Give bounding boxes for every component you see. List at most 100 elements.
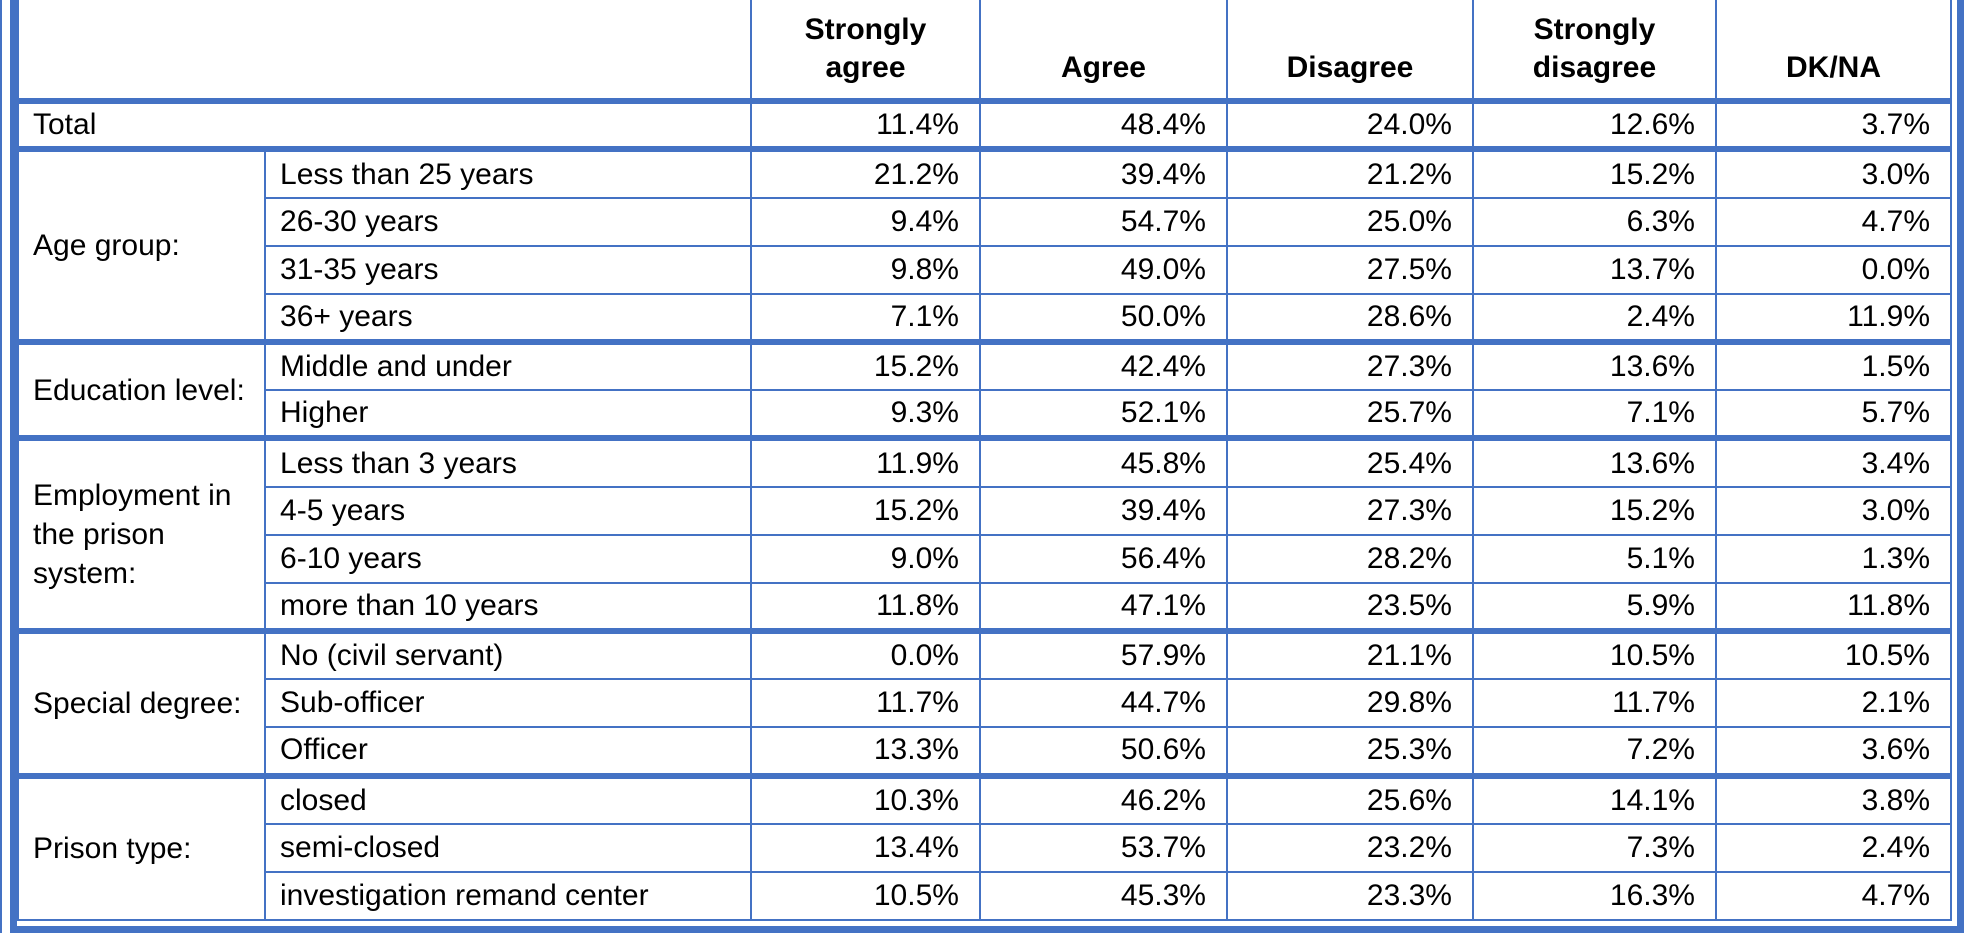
col-header-agree: Agree [978, 0, 1228, 103]
value-cell: 11.9% [1714, 292, 1953, 344]
value-cell: 25.6% [1225, 772, 1474, 825]
col-header-disagree: Disagree [1225, 0, 1474, 103]
table-row: Age group: Less than 25 years 21.2% 39.4… [16, 146, 1953, 344]
value-cell: 0.0% [750, 628, 981, 681]
value-cell: 49.0% [978, 244, 1228, 295]
value-cell: 7.2% [1471, 726, 1717, 777]
value-cell: 15.2% [1471, 485, 1717, 536]
value-cell: 3.7% [1714, 98, 1953, 151]
value-cell: 25.0% [1225, 196, 1474, 247]
value-cell: 45.3% [978, 870, 1228, 922]
value-cell: 11.8% [750, 581, 981, 633]
value-cell: 16.3% [1471, 870, 1717, 922]
table-row: Prison type: closed 10.3% 46.2% 25.6% 14… [16, 772, 1953, 922]
col-header-dk-na: DK/NA [1714, 0, 1953, 103]
value-cell: 13.7% [1471, 244, 1717, 295]
table-row: investigation remand center 10.5% 45.3% … [18, 870, 1953, 922]
table-row: Sub-officer 11.7% 44.7% 29.8% 11.7% 2.1% [18, 678, 1953, 729]
value-cell: 3.4% [1714, 435, 1953, 488]
row-label: Higher [264, 389, 753, 440]
value-cell: 10.5% [1714, 628, 1953, 681]
value-cell: 42.4% [978, 339, 1228, 392]
table-row: Officer 13.3% 50.6% 25.3% 7.2% 3.6% [18, 726, 1953, 777]
value-cell: 52.1% [978, 389, 1228, 440]
value-cell: 3.0% [1714, 485, 1953, 536]
value-cell: 39.4% [978, 485, 1228, 536]
value-cell: 7.1% [750, 292, 981, 344]
value-cell: 25.4% [1225, 435, 1474, 488]
col-header-strongly-disagree: Strongly disagree [1471, 0, 1717, 103]
value-cell: 28.6% [1225, 292, 1474, 344]
value-cell: 11.8% [1714, 581, 1953, 633]
row-label: investigation remand center [264, 870, 753, 922]
row-label: Middle and under [264, 339, 753, 392]
row-label: 31-35 years [264, 244, 753, 295]
value-cell: 11.7% [1471, 678, 1717, 729]
table-row: 4-5 years 15.2% 39.4% 27.3% 15.2% 3.0% [18, 485, 1953, 536]
corner-blank-cell [16, 0, 753, 103]
value-cell: 9.8% [750, 244, 981, 295]
value-cell: 53.7% [978, 822, 1228, 873]
value-cell: 13.6% [1471, 435, 1717, 488]
value-cell: 10.5% [750, 870, 981, 922]
value-cell: 21.2% [1225, 146, 1474, 199]
table-row: more than 10 years 11.8% 47.1% 23.5% 5.9… [18, 581, 1953, 633]
value-cell: 56.4% [978, 533, 1228, 584]
value-cell: 23.3% [1225, 870, 1474, 922]
group-label-age-group: Age group: [16, 146, 267, 344]
group-label-education-level: Education level: [16, 339, 267, 440]
value-cell: 11.4% [750, 98, 981, 151]
value-cell: 2.4% [1714, 822, 1953, 873]
value-cell: 15.2% [750, 485, 981, 536]
table-row: 26-30 years 9.4% 54.7% 25.0% 6.3% 4.7% [18, 196, 1953, 247]
table-outer-border: Strongly agree Agree Disagree Strongly d… [10, 0, 1964, 933]
value-cell: 1.3% [1714, 533, 1953, 584]
value-cell: 44.7% [978, 678, 1228, 729]
table-row: Employment in the prison system: Less th… [16, 435, 1953, 633]
value-cell: 9.3% [750, 389, 981, 440]
value-cell: 11.9% [750, 435, 981, 488]
table-row: Higher 9.3% 52.1% 25.7% 7.1% 5.7% [18, 389, 1953, 440]
row-label: 26-30 years [264, 196, 753, 247]
value-cell: 6.3% [1471, 196, 1717, 247]
row-label: Less than 25 years [264, 146, 753, 199]
value-cell: 11.7% [750, 678, 981, 729]
value-cell: 29.8% [1225, 678, 1474, 729]
row-label: 4-5 years [264, 485, 753, 536]
value-cell: 3.6% [1714, 726, 1953, 777]
table-row: Education level: Middle and under 15.2% … [16, 339, 1953, 440]
value-cell: 28.2% [1225, 533, 1474, 584]
value-cell: 4.7% [1714, 196, 1953, 247]
value-cell: 3.8% [1714, 772, 1953, 825]
value-cell: 4.7% [1714, 870, 1953, 922]
row-label: 6-10 years [264, 533, 753, 584]
row-label: Sub-officer [264, 678, 753, 729]
value-cell: 57.9% [978, 628, 1228, 681]
table-row: 36+ years 7.1% 50.0% 28.6% 2.4% 11.9% [18, 292, 1953, 344]
value-cell: 7.3% [1471, 822, 1717, 873]
survey-results-table: Strongly agree Agree Disagree Strongly d… [16, 0, 1953, 922]
value-cell: 50.6% [978, 726, 1228, 777]
value-cell: 21.1% [1225, 628, 1474, 681]
value-cell: 47.1% [978, 581, 1228, 633]
value-cell: 23.5% [1225, 581, 1474, 633]
value-cell: 45.8% [978, 435, 1228, 488]
value-cell: 5.9% [1471, 581, 1717, 633]
value-cell: 25.3% [1225, 726, 1474, 777]
row-label: Less than 3 years [264, 435, 753, 488]
group-label-prison-type: Prison type: [16, 772, 267, 922]
value-cell: 9.4% [750, 196, 981, 247]
table-row: semi-closed 13.4% 53.7% 23.2% 7.3% 2.4% [18, 822, 1953, 873]
value-cell: 3.0% [1714, 146, 1953, 199]
value-cell: 13.6% [1471, 339, 1717, 392]
value-cell: 50.0% [978, 292, 1228, 344]
row-label: 36+ years [264, 292, 753, 344]
value-cell: 10.3% [750, 772, 981, 825]
value-cell: 21.2% [750, 146, 981, 199]
value-cell: 24.0% [1225, 98, 1474, 151]
row-label: more than 10 years [264, 581, 753, 633]
value-cell: 2.4% [1471, 292, 1717, 344]
row-label: closed [264, 772, 753, 825]
value-cell: 15.2% [750, 339, 981, 392]
